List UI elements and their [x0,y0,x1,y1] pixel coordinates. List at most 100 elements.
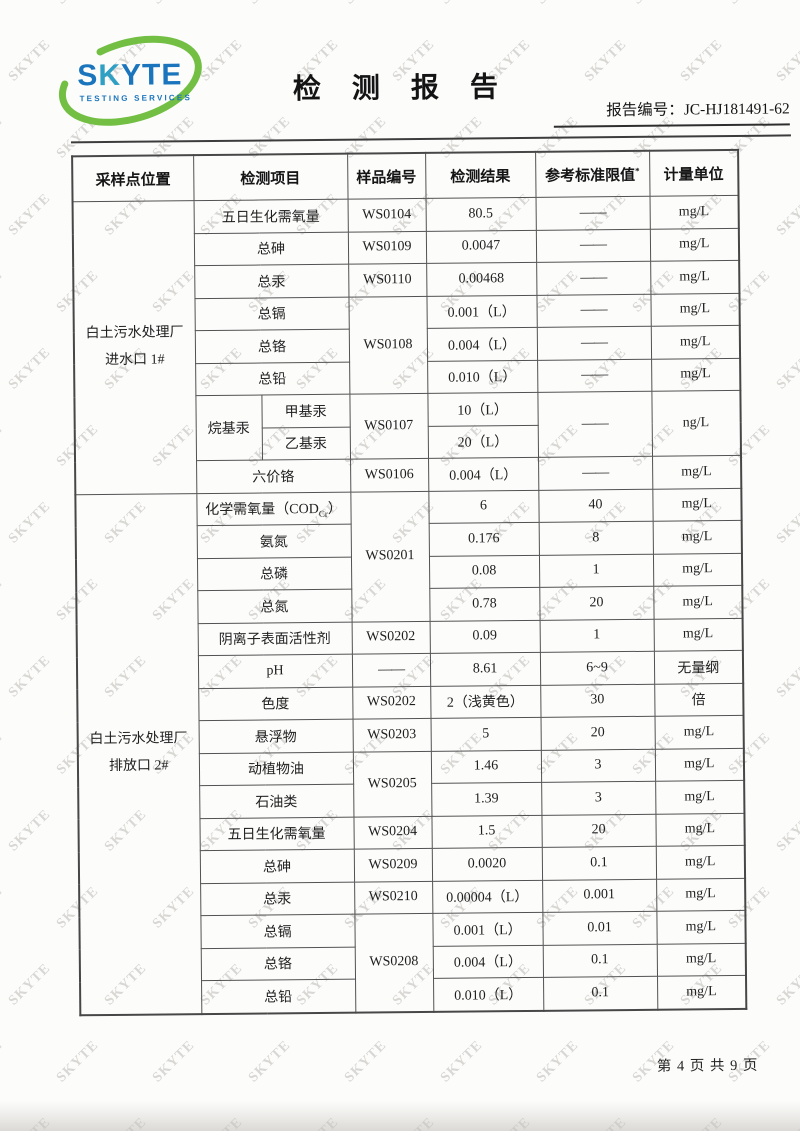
unit-cell: mg/L [652,520,742,554]
result-cell: 10（L） [427,392,538,426]
result-cell: 1.39 [431,782,542,816]
limit-cell: —— [535,228,651,263]
header-item: 检测项目 [193,153,348,201]
logo-swoosh-icon [58,35,202,126]
header-limit-text: 参考标准限值 [544,167,636,185]
sample-cell: WS0210 [354,880,433,915]
unit-cell: mg/L [650,260,740,294]
limit-cell: —— [536,261,651,295]
sample-cell: WS0205 [352,750,432,817]
unit-cell: mg/L [651,357,741,392]
item-cell: 六价铬 [196,459,351,494]
item-cell: 总磷 [196,556,352,591]
result-cell: 5 [430,717,541,751]
item-cell: 总铬 [200,946,356,981]
limit-cell: —— [537,391,653,458]
sample-cell: WS0209 [353,848,433,882]
table-header-row: 采样点位置 检测项目 样品编号 检测结果 参考标准限值* 计量单位 [72,149,739,202]
skyte-logo: SKYTE TESTING SERVICES [51,30,210,132]
unit-cell: mg/L [656,910,746,944]
item-cell: 总砷 [193,231,349,266]
result-cell: 0.004（L） [432,944,544,979]
limit-cell: 40 [538,488,653,523]
result-cell: 0.0047 [425,229,537,264]
result-cell: 20（L） [427,424,539,459]
result-cell: 0.78 [429,587,540,621]
sample-cell: WS0109 [347,230,427,265]
sample-cell: WS0204 [353,815,432,850]
sample-cell: WS0201 [350,490,430,622]
unit-cell: mg/L [656,942,747,977]
limit-cell: 1 [538,553,654,588]
limit-cell: 8 [538,521,653,555]
sample-cell: WS0108 [348,295,428,395]
result-cell: 0.010（L） [433,977,544,1012]
limit-cell: 20 [541,813,656,848]
item-cell: 阴离子表面活性剂 [197,621,352,656]
sample-cell: WS0110 [348,263,427,297]
limit-cell: 0.1 [542,943,658,978]
unit-cell: mg/L [654,715,744,749]
result-cell: 1.5 [431,814,542,849]
limit-cell: 1 [539,618,654,653]
report-number: 报告编号：JC-HJ181491-62 [553,96,790,128]
unit-cell: mg/L [653,585,743,619]
results-table: 采样点位置 检测项目 样品编号 检测结果 参考标准限值* 计量单位 白土污水处理… [71,148,748,1016]
item-cell: 总汞 [200,881,355,916]
result-cell: 8.61 [429,652,541,686]
unit-cell: mg/L [650,292,740,327]
limit-cell: —— [536,326,652,360]
sample-cell: WS0202 [351,620,430,655]
item-cell: pH [197,654,353,689]
item-cell: 悬浮物 [198,719,353,754]
result-cell: 0.09 [429,619,540,654]
sample-cell: —— [351,653,431,687]
unit-cell: mg/L [649,227,740,262]
limit-cell: 30 [540,683,655,718]
result-cell: 0.0020 [431,847,543,881]
location-cell: 白土污水处理厂 进水口 1# [72,200,197,495]
result-cell: 0.08 [428,554,540,589]
result-cell: 0.001（L） [426,294,537,329]
item-cell: 氨氮 [196,524,351,559]
item-cell: 五日生化需氧量 [193,199,348,234]
unit-cell: mg/L [652,552,743,587]
result-cell: 0.010（L） [427,359,538,394]
result-cell: 80.5 [425,197,536,231]
header-unit: 计量单位 [649,149,739,197]
sample-cell: WS0203 [352,718,431,752]
item-cell: 五日生化需氧量 [199,816,354,851]
item-cell: 化学需氧量（CODCr） [196,491,351,526]
item-cell: 总镉 [200,914,355,949]
item-group-cell: 烷基汞 [195,395,263,461]
unit-cell: mg/L [652,487,742,522]
sample-cell: WS0106 [350,458,429,492]
header-limit: 参考标准限值* [535,150,650,198]
unit-cell: 倍 [654,682,744,717]
item-cell: 总砷 [199,849,355,884]
result-cell: 2（浅黄色） [430,684,541,719]
unit-cell: mg/L [649,195,739,229]
item-cell: 总汞 [194,264,349,299]
item-cell: 乙基汞 [261,426,351,461]
item-cell: 总铅 [201,979,356,1014]
header-limit-footnote-mark: * [634,165,640,176]
sample-cell: WS0107 [349,393,429,460]
unit-cell: mg/L [653,617,743,652]
item-cell: 总镉 [194,296,349,331]
limit-cell: 20 [539,586,654,620]
item-cell: 动植物油 [198,751,354,786]
sample-cell: WS0104 [347,198,426,232]
result-cell: 0.00468 [426,262,537,296]
unit-cell: mg/L [650,325,741,359]
unit-cell: mg/L [655,812,745,847]
item-cell: 总氮 [197,589,352,624]
unit-cell: mg/L [656,877,746,912]
result-cell: 0.004（L） [426,327,538,361]
limit-cell: 6~9 [539,651,655,685]
limit-cell: 3 [540,748,656,783]
result-cell: 0.00004（L） [432,879,543,914]
page-footer: 第 4 页 共 9 页 [657,1054,759,1076]
limit-cell: —— [538,456,653,490]
